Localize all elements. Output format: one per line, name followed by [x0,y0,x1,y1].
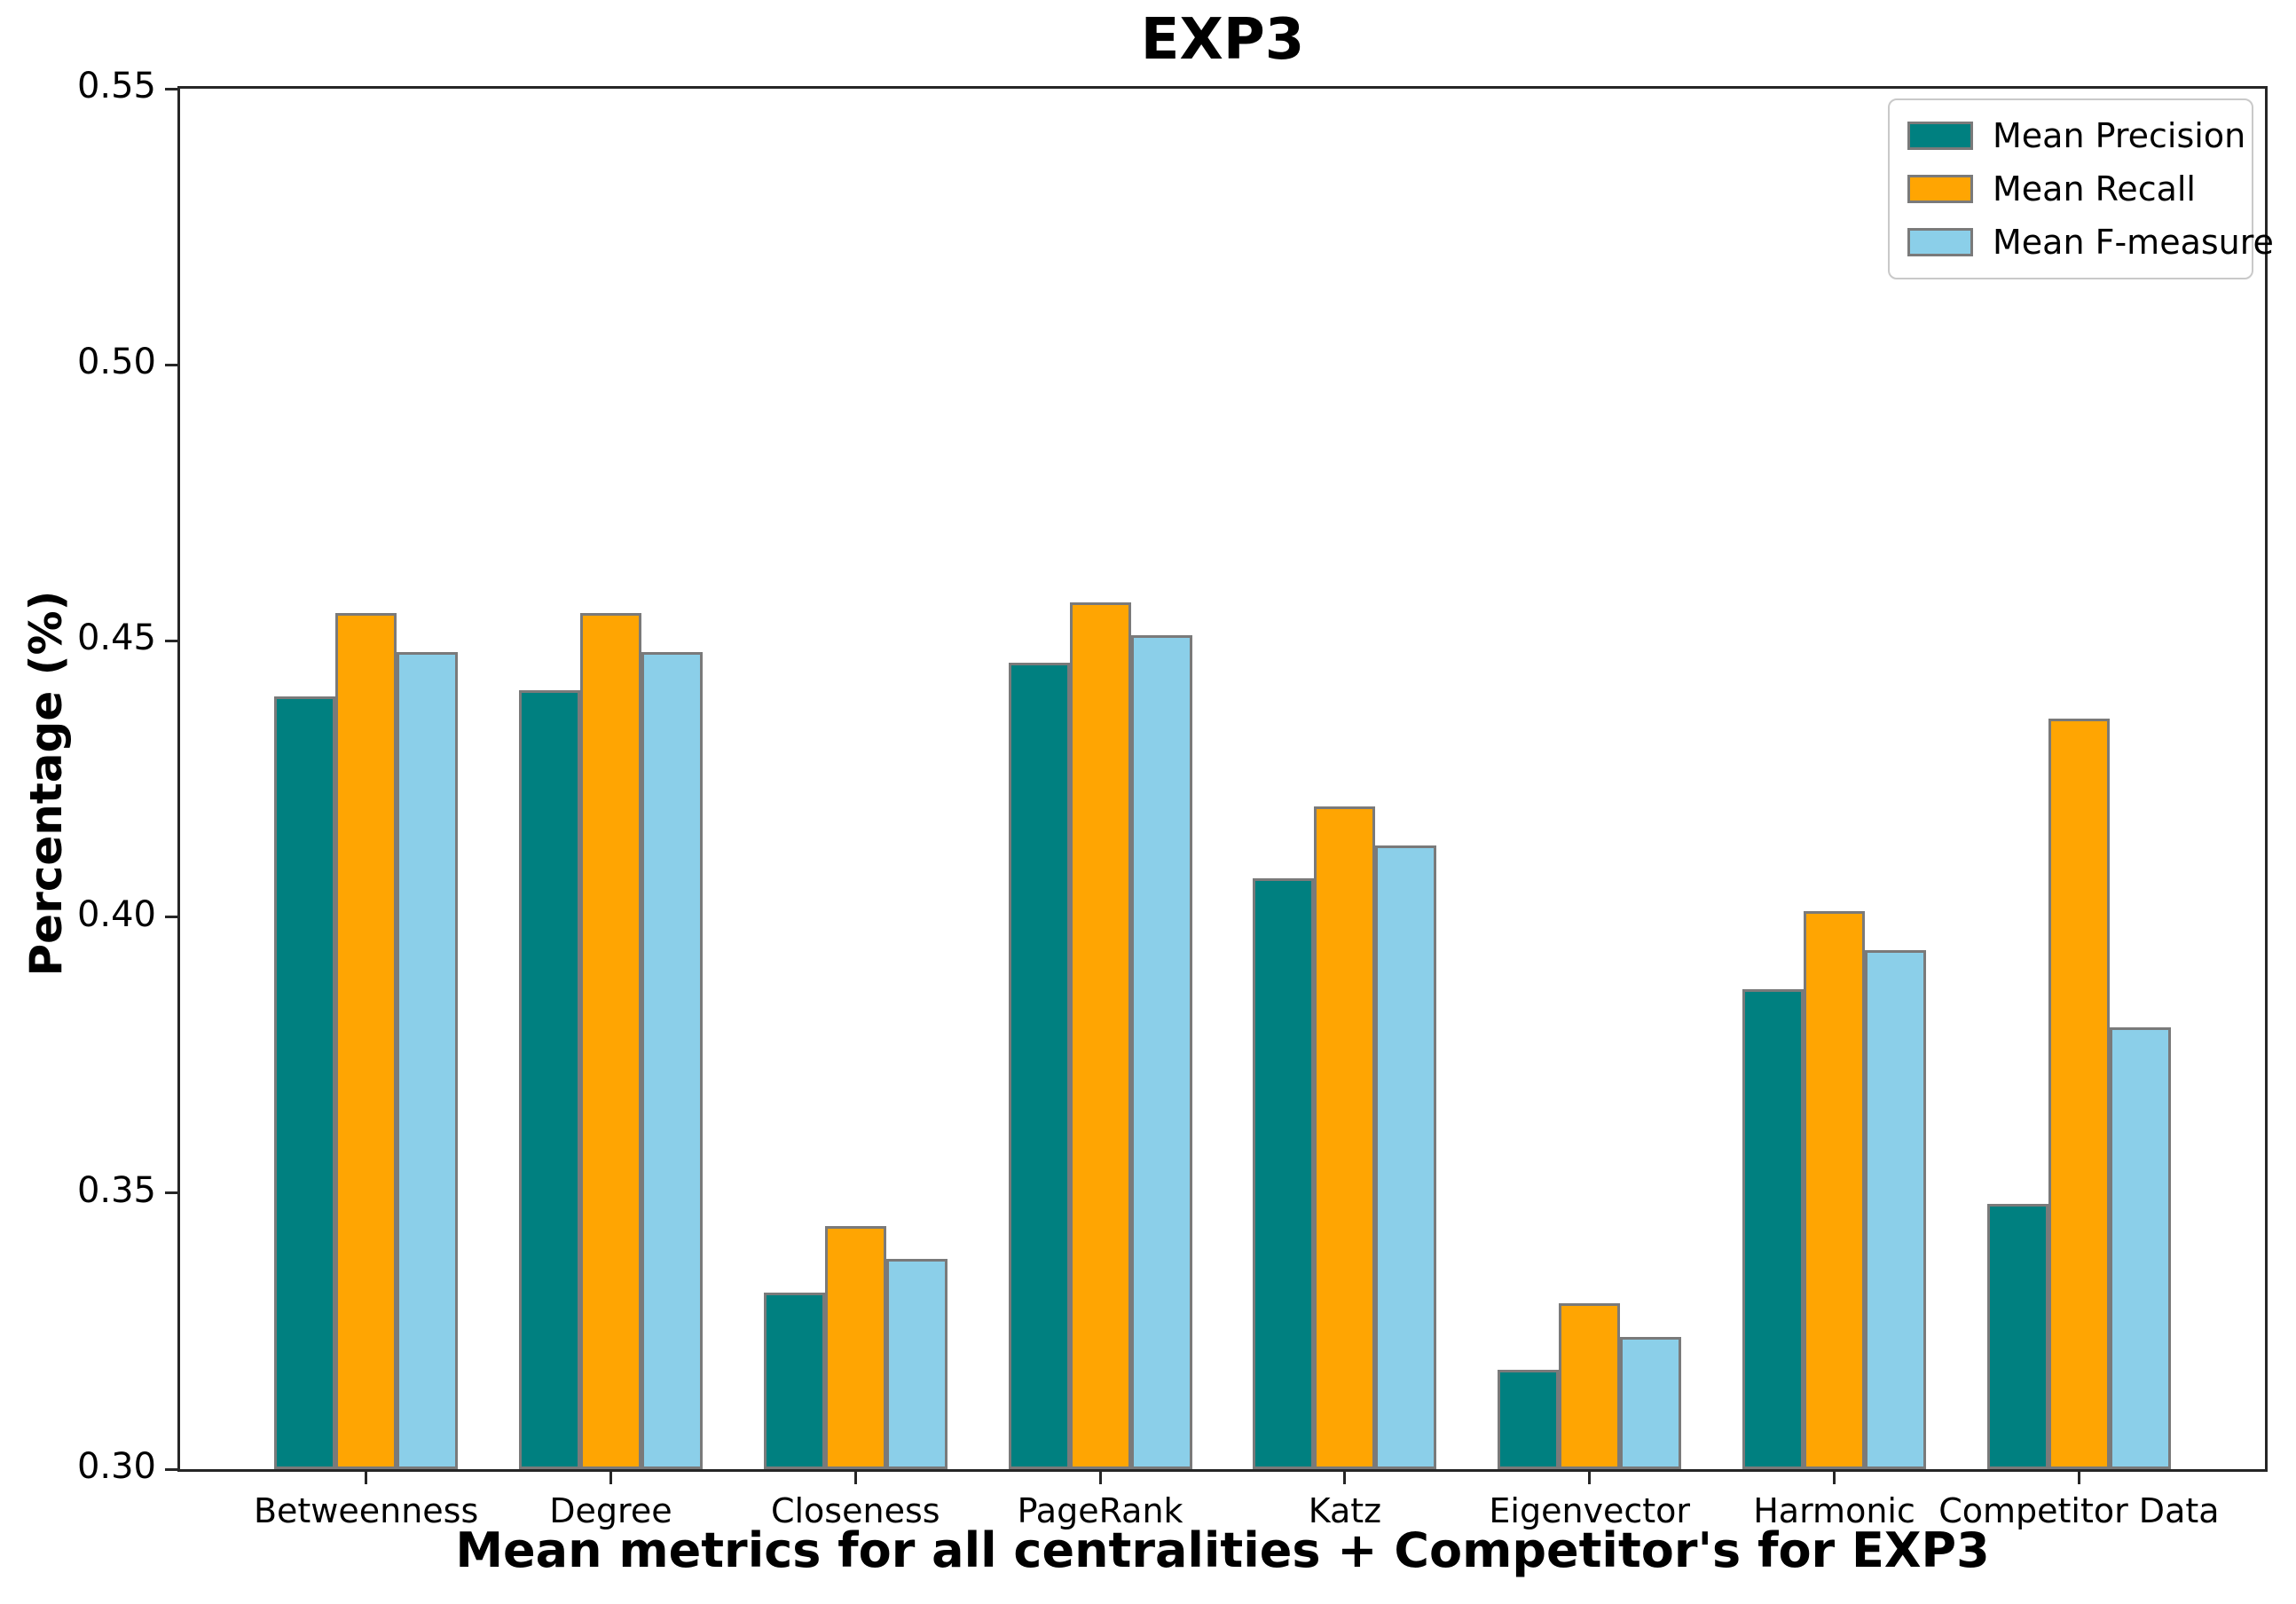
x-tick-mark-katz [1343,1472,1347,1484]
x-tick-mark-betweenness [365,1472,368,1484]
bar-mean-f-measure-betweenness [397,651,459,1469]
bar-mean-recall-degree [579,613,641,1469]
x-tick-label-closeness: Closeness [770,1491,940,1530]
x-tick-label-betweenness: Betweenness [253,1491,479,1530]
bar-mean-precision-betweenness [274,696,336,1469]
bar-mean-precision-pagerank [1008,663,1070,1469]
x-tick-label-harmonic: Harmonic [1753,1491,1915,1530]
legend-label-mean-f-measure: Mean F-measure [1993,223,2274,262]
legend-swatch-mean-recall [1907,175,1973,203]
y-tick-label-0-30: 0.30 [76,1446,156,1487]
bar-mean-recall-betweenness [335,613,397,1469]
y-axis-label: Percentage (%) [20,590,72,977]
bar-mean-recall-closeness [824,1226,886,1469]
y-tick-label-0-35: 0.35 [76,1169,156,1211]
x-tick-mark-harmonic [1833,1472,1836,1484]
legend-swatch-mean-precision [1907,122,1973,150]
legend-swatch-mean-f-measure [1907,228,1973,256]
bar-mean-f-measure-pagerank [1130,635,1192,1469]
bar-mean-f-measure-katz [1375,845,1437,1469]
bar-mean-precision-eigenvector [1498,1369,1560,1469]
bar-mean-f-measure-competitor-data [2109,1027,2171,1469]
bar-mean-precision-harmonic [1742,988,1805,1469]
x-tick-label-katz: Katz [1308,1491,1382,1530]
y-tick-mark-0-50 [165,363,177,366]
bar-mean-precision-degree [519,690,580,1469]
bar-mean-recall-pagerank [1069,602,1131,1469]
legend-label-mean-precision: Mean Precision [1993,116,2246,155]
bar-mean-recall-eigenvector [1559,1303,1621,1469]
x-tick-mark-closeness [853,1472,857,1484]
x-tick-label-eigenvector: Eigenvector [1489,1491,1691,1530]
x-tick-mark-degree [609,1472,612,1484]
bar-mean-f-measure-closeness [885,1259,947,1469]
bar-mean-f-measure-harmonic [1865,949,1926,1469]
x-tick-mark-eigenvector [1588,1472,1592,1484]
legend-item-mean-recall: Mean Recall [1907,169,2234,208]
legend: Mean Precision Mean Recall Mean F-measure [1888,98,2274,279]
y-tick-label-0-40: 0.40 [76,893,156,935]
x-tick-mark-pagerank [1098,1472,1102,1484]
y-tick-label-0-55: 0.55 [76,66,156,106]
bar-mean-precision-closeness [763,1292,825,1469]
bar-mean-precision-competitor-data [1986,1204,2048,1469]
y-tick-label-0-50: 0.50 [76,342,156,383]
legend-item-mean-f-measure: Mean F-measure [1907,223,2274,262]
legend-item-mean-precision: Mean Precision [1907,116,2245,155]
x-tick-label-pagerank: PageRank [1017,1491,1183,1530]
x-tick-label-competitor-data: Competitor Data [1938,1491,2220,1530]
y-tick-mark-0-35 [165,1191,177,1195]
y-tick-mark-0-55 [165,87,177,90]
y-tick-mark-0-45 [165,639,177,642]
bar-mean-recall-competitor-data [2048,718,2110,1469]
bar-mean-recall-katz [1314,806,1376,1469]
y-tick-mark-0-30 [165,1467,177,1471]
chart-title: EXP3 [1140,7,1305,73]
x-tick-label-degree: Degree [549,1491,672,1530]
bar-mean-f-measure-eigenvector [1620,1336,1682,1469]
bar-mean-precision-katz [1253,878,1315,1469]
bar-mean-f-measure-degree [641,651,703,1469]
bar-mean-recall-harmonic [1804,911,1866,1469]
legend-label-mean-recall: Mean Recall [1993,169,2196,208]
x-tick-mark-competitor-data [2077,1472,2080,1484]
plot-area [177,86,2268,1472]
y-tick-mark-0-40 [165,916,177,919]
y-tick-label-0-45: 0.45 [76,617,156,659]
x-axis-label: Mean metrics for all centralities + Comp… [455,1522,1990,1578]
